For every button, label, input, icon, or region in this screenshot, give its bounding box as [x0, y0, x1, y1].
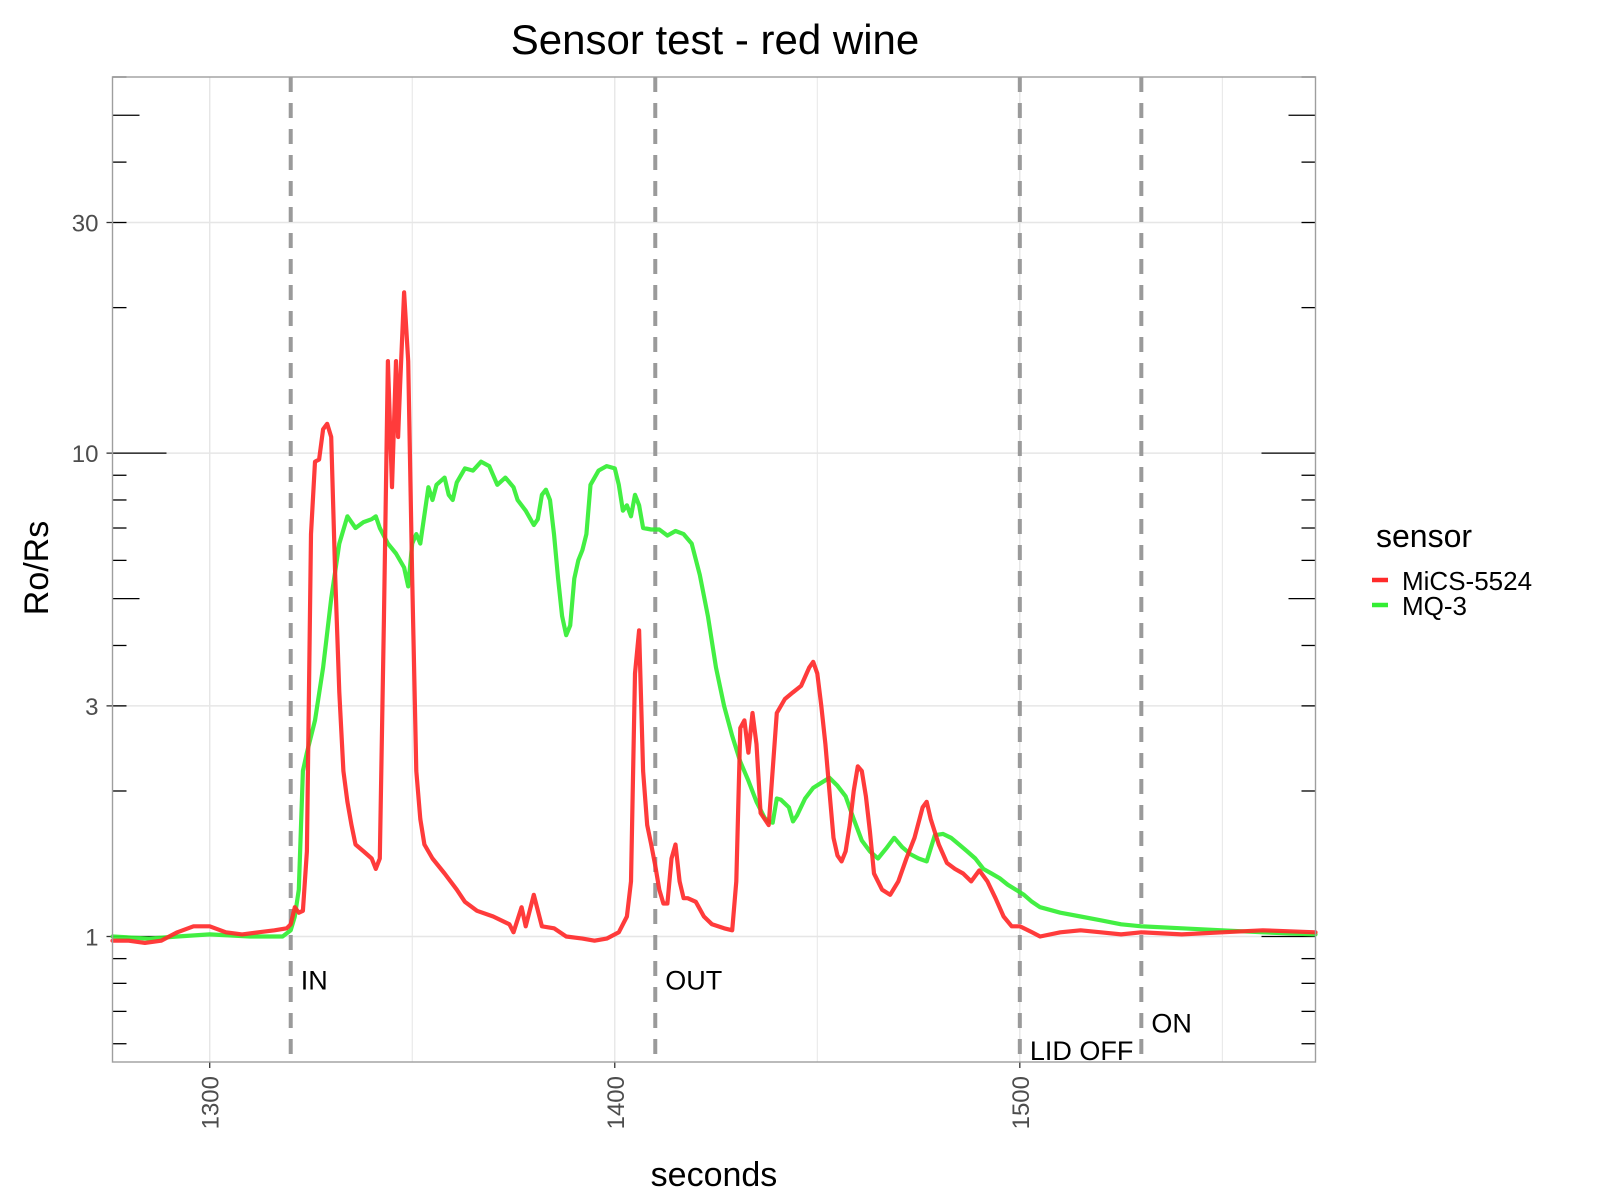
- y-tick-label: 1: [85, 924, 98, 951]
- series-line: [110, 459, 1318, 941]
- vline-layer: IN OUT LID OFF ON: [288, 77, 1192, 1066]
- legend-label: MQ-3: [1402, 591, 1467, 621]
- y-tick-label: 30: [72, 211, 99, 238]
- x-axis-title: seconds: [651, 1156, 778, 1194]
- event-label: ON: [1151, 1009, 1192, 1039]
- y-tick-label: 3: [85, 694, 98, 721]
- event-label: LID OFF: [1030, 1036, 1134, 1066]
- x-tick-label: 1500: [1008, 1076, 1035, 1129]
- x-tick-label: 1400: [603, 1076, 630, 1129]
- event-label: OUT: [665, 966, 722, 996]
- y-tick-label: 10: [72, 441, 99, 468]
- grid-layer: [112, 77, 1316, 1062]
- event-label: IN: [301, 966, 328, 996]
- chart-title: Sensor test - red wine: [511, 16, 920, 63]
- plot-frame: [111, 76, 1317, 1063]
- y-axis-title: Ro/Rs: [18, 521, 56, 615]
- legend-label: MiCS-5524: [1402, 566, 1532, 596]
- series-layer: [110, 290, 1318, 945]
- series-line: [110, 290, 1318, 945]
- x-tick-label: 1300: [198, 1076, 225, 1129]
- legend-title: sensor: [1376, 518, 1472, 554]
- tick-layer: 1 3 10 30 1300 1400 1500: [72, 76, 1316, 1129]
